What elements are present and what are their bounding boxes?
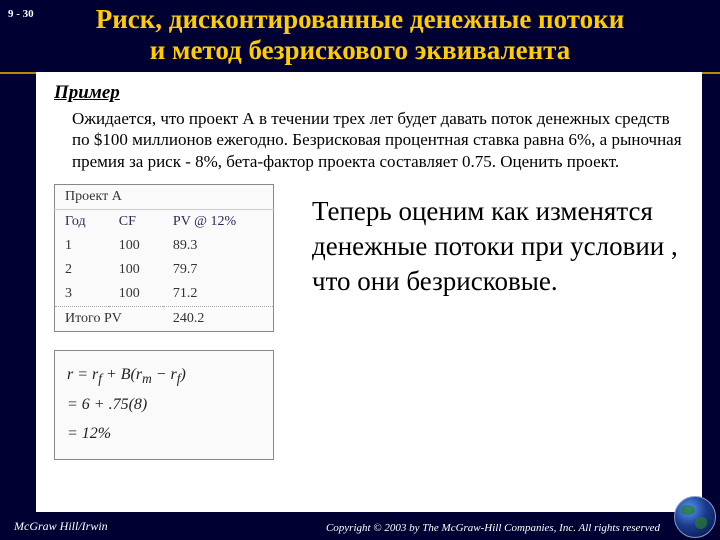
right-conclusion-text: Теперь оценим как изменятся денежные пот… bbox=[312, 184, 684, 460]
slide-number: 9 - 30 bbox=[8, 8, 34, 20]
left-column: Проект А Год CF PV @ 12% 1 100 89.3 2 10… bbox=[54, 184, 284, 460]
content-area: Пример Ожидается, что проект А в течении… bbox=[36, 72, 702, 512]
example-label: Пример bbox=[54, 82, 684, 104]
example-text: Ожидается, что проект А в течении трех л… bbox=[54, 108, 684, 172]
table-column-row: Год CF PV @ 12% bbox=[55, 209, 274, 234]
table-row: 1 100 89.3 bbox=[55, 234, 274, 258]
footer-copyright: Copyright © 2003 by The McGraw-Hill Comp… bbox=[326, 522, 660, 534]
table-total-row: Итого PV 240.2 bbox=[55, 306, 274, 331]
formula-line-1: r = rf + B(rm − rf) bbox=[67, 361, 261, 391]
col-year: Год bbox=[55, 209, 109, 234]
total-value: 240.2 bbox=[163, 306, 274, 331]
col-pv: PV @ 12% bbox=[163, 209, 274, 234]
lower-section: Проект А Год CF PV @ 12% 1 100 89.3 2 10… bbox=[54, 184, 684, 460]
globe-icon bbox=[674, 496, 716, 538]
formula-line-3: = 12% bbox=[67, 420, 261, 449]
formula-line-2: = 6 + .75(8) bbox=[67, 391, 261, 420]
table-row: 3 100 71.2 bbox=[55, 282, 274, 307]
slide-title: Риск, дисконтированные денежные потоки и… bbox=[0, 0, 720, 74]
formula-box: r = rf + B(rm − rf) = 6 + .75(8) = 12% bbox=[54, 350, 274, 460]
table-header: Проект А bbox=[55, 184, 274, 209]
project-table: Проект А Год CF PV @ 12% 1 100 89.3 2 10… bbox=[54, 184, 274, 332]
title-line-2: и метод безрискового эквивалента bbox=[150, 35, 570, 65]
title-line-1: Риск, дисконтированные денежные потоки bbox=[96, 4, 625, 34]
col-cf: CF bbox=[109, 209, 163, 234]
table-row: 2 100 79.7 bbox=[55, 258, 274, 282]
footer-publisher: McGraw Hill/Irwin bbox=[14, 519, 108, 534]
total-label: Итого PV bbox=[55, 306, 163, 331]
